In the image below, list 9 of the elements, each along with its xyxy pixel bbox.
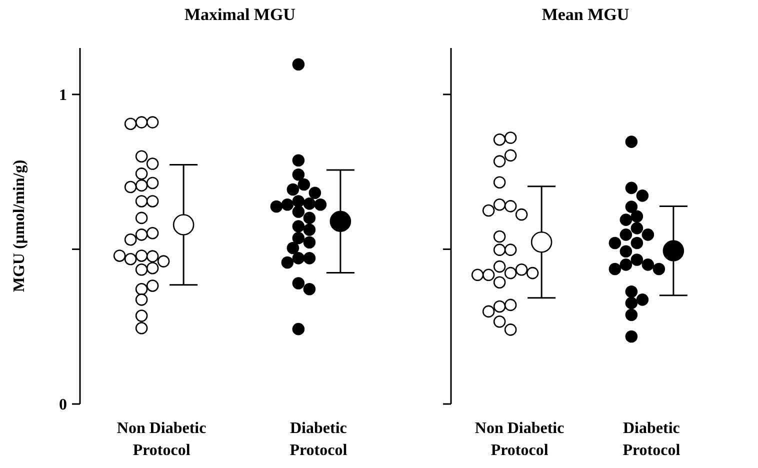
x-tick-label: Non Diabetic Protocol (116, 420, 206, 459)
y-tick-label: 0 (59, 396, 67, 414)
x-tick-label: Diabetic Protocol (622, 420, 681, 459)
y-axis-title: MGU (µmol/min/g) (11, 160, 28, 292)
chart-title: Mean MGU (542, 5, 630, 24)
x-tick-label: Diabetic Protocol (290, 420, 348, 459)
y-tick-label: 1 (59, 87, 67, 104)
x-tick-label: Non Diabetic Protocol (474, 420, 564, 459)
chart-title: Maximal MGU (184, 5, 296, 24)
